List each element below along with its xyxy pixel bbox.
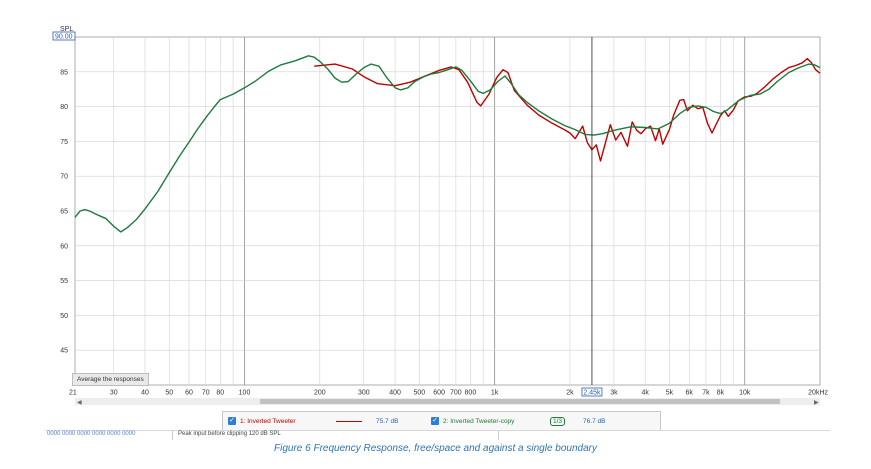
x-tick-label: 200 <box>314 390 326 397</box>
y-tick-label: 50 <box>60 313 68 320</box>
y-tick-label: 80 <box>60 104 68 111</box>
smoothing-badge[interactable]: 1/3 <box>550 416 566 426</box>
series1-value: 75.7 dB <box>376 417 399 425</box>
y-tick-label: 55 <box>60 278 68 285</box>
y-tick-label: 45 <box>60 348 68 355</box>
svg-text:90.00: 90.00 <box>55 34 73 41</box>
x-tick-label: 70 <box>202 390 210 397</box>
cursor-x-label: 2.45k <box>583 390 601 397</box>
y-tick-label: 60 <box>60 243 68 250</box>
scroll-right-arrow-icon[interactable]: ▶ <box>814 400 819 406</box>
x-tick-label: 3k <box>610 390 618 397</box>
series2-value: 76.7 dB <box>583 417 606 425</box>
series-line-2 <box>74 55 821 233</box>
x-tick-label: 8k <box>717 390 725 397</box>
x-tick-label: 40 <box>141 390 149 397</box>
grid-lines <box>74 36 821 386</box>
y-tick-label: 75 <box>60 139 68 146</box>
y-tick-label: 85 <box>60 69 68 76</box>
x-tick-label: 2k <box>566 390 574 397</box>
x-tick-label: 60 <box>185 390 193 397</box>
status-bar: 0000 0000 0000 0000 0000 0000 Peak input… <box>45 430 830 440</box>
cursor-readout-box[interactable] <box>581 387 603 397</box>
x-tick-label: 5k <box>666 390 674 397</box>
scroll-left-arrow-icon[interactable]: ◀ <box>77 400 82 406</box>
y-tick-label: 70 <box>60 174 68 181</box>
series-lines <box>74 55 821 233</box>
series1-checkbox[interactable]: ✓ <box>228 417 236 425</box>
x-tick-label: 1k <box>491 390 499 397</box>
x-tick-label: 7k <box>702 390 710 397</box>
x-tick-label: 400 <box>389 390 401 397</box>
peak-input-status: Peak input before clipping 120 dB SPL <box>173 431 499 440</box>
x-tick-label: 50 <box>165 390 173 397</box>
series2-checkbox[interactable]: ✓ <box>431 417 439 425</box>
horizontal-scrollbar[interactable]: ◀ ▶ <box>75 398 820 406</box>
x-tick-label: 10k <box>739 390 751 397</box>
series1-line-swatch <box>336 420 362 422</box>
figure-caption: Figure 6 Frequency Response, free/space … <box>274 443 597 454</box>
x-tick-label: 100 <box>239 390 251 397</box>
x-tick-label: 4k <box>641 390 649 397</box>
y-tick-labels: 85 80 75 70 65 60 55 50 45 <box>60 69 68 354</box>
legend-panel: ✓ 1: Inverted Tweeter 75.7 dB ✓ 2: Inver… <box>222 411 661 431</box>
y-axis-label: SPL <box>60 26 73 33</box>
x-tick-label: 600 <box>433 390 445 397</box>
y-tick-label: 65 <box>60 209 68 216</box>
x-tick-label: 20kHz <box>808 390 828 397</box>
x-tick-label: 80 <box>216 390 224 397</box>
x-tick-label: 30 <box>110 390 118 397</box>
status-cells: 0000 0000 0000 0000 0000 0000 <box>45 431 173 440</box>
frequency-response-chart[interactable]: 85 80 75 70 65 60 55 50 45 21 30 40 50 60 70 80 100 200 3… <box>0 0 871 410</box>
x-tick-label: 21 <box>69 390 77 397</box>
x-tick-label: 500 <box>413 390 425 397</box>
average-responses-button[interactable]: Average the responses <box>72 373 149 386</box>
x-tick-label: 300 <box>358 390 370 397</box>
series1-name: 1: Inverted Tweeter <box>240 417 296 425</box>
x-tick-label: 800 <box>465 390 477 397</box>
x-tick-labels: 21 30 40 50 60 70 80 100 200 300 400 500 600 700 800 1k… <box>69 387 828 397</box>
y-top-readout[interactable]: 90.00 <box>52 31 76 41</box>
series2-name: 2: Inverted Tweeter-copy <box>443 417 515 425</box>
x-tick-label: 700 <box>450 390 462 397</box>
x-tick-label: 6k <box>686 390 694 397</box>
